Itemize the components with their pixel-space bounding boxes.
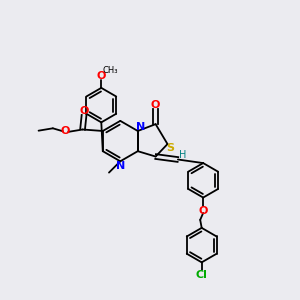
Text: Cl: Cl bbox=[196, 269, 208, 280]
Text: S: S bbox=[166, 143, 174, 153]
Text: O: O bbox=[80, 106, 89, 116]
Text: H: H bbox=[179, 150, 187, 160]
Text: CH₃: CH₃ bbox=[103, 65, 118, 74]
Text: O: O bbox=[60, 126, 69, 136]
Text: N: N bbox=[136, 122, 145, 132]
Text: O: O bbox=[151, 100, 160, 110]
Text: O: O bbox=[97, 71, 106, 81]
Text: O: O bbox=[199, 206, 208, 216]
Text: N: N bbox=[116, 161, 125, 171]
